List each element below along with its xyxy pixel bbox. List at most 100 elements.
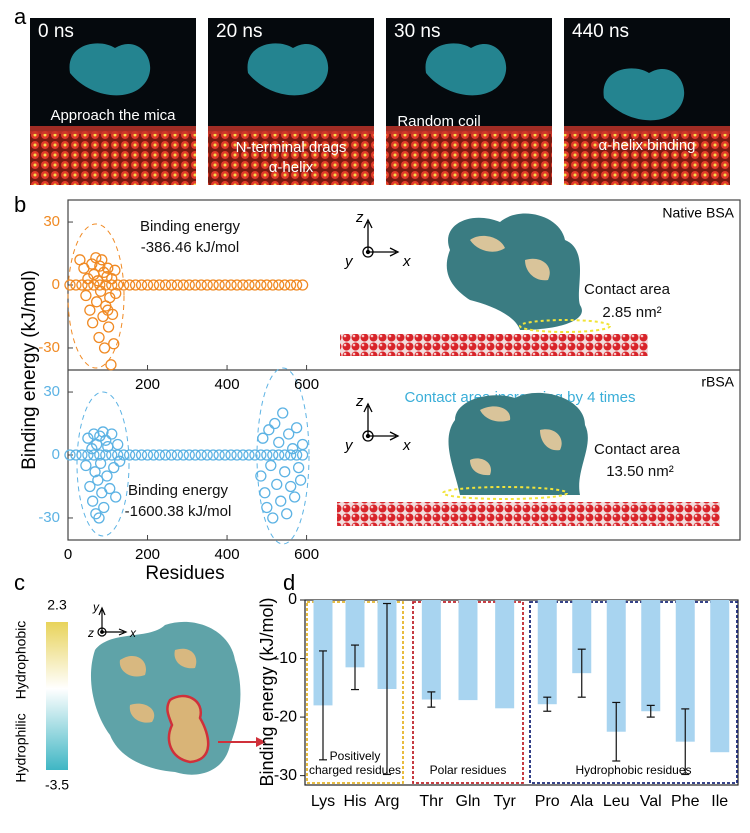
data-point — [94, 457, 107, 470]
y-tick-label: -30 — [38, 339, 60, 356]
data-point — [249, 449, 261, 461]
data-point — [147, 279, 160, 291]
data-point — [269, 417, 281, 430]
colorbar — [46, 622, 68, 770]
axis-glyph-label: y — [344, 253, 354, 270]
data-point — [171, 449, 183, 461]
data-point — [275, 495, 287, 507]
panel-label: a — [14, 4, 27, 29]
data-point — [93, 512, 105, 524]
mica-top — [30, 126, 196, 134]
bar — [606, 600, 626, 732]
data-point — [112, 449, 124, 461]
colorbar-label: 2.3 — [47, 597, 67, 613]
data-point — [283, 428, 295, 440]
data-point — [100, 449, 112, 461]
annotation: Binding energy — [128, 482, 229, 499]
data-point — [84, 304, 96, 316]
highlight-ellipse — [76, 391, 130, 537]
protein-structure — [337, 213, 720, 526]
data-point — [183, 279, 195, 291]
data-point — [189, 279, 201, 291]
frame-caption: Random coil — [397, 113, 480, 130]
data-point — [88, 279, 100, 291]
data-point — [289, 491, 301, 503]
x-tick-label: His — [343, 793, 366, 810]
annotation: 2.85 nm² — [602, 304, 661, 321]
data-point — [112, 279, 124, 291]
data-point — [261, 501, 273, 514]
data-point — [141, 279, 154, 291]
data-point — [104, 482, 116, 495]
x-axis-label: Residues — [145, 563, 224, 584]
data-point — [171, 279, 183, 291]
data-point — [265, 459, 277, 472]
x-tick-label: 200 — [135, 546, 160, 563]
md-frames: 0 ns Approach the mica 20 ns N-terminal dra… — [30, 18, 730, 185]
bar — [458, 600, 478, 701]
mica-surface — [564, 131, 730, 185]
data-point — [87, 317, 99, 329]
data-point — [108, 461, 120, 474]
bar — [421, 600, 441, 700]
data-point — [76, 449, 88, 461]
data-point — [207, 449, 219, 461]
data-point — [94, 449, 106, 461]
data-point — [213, 449, 225, 461]
data-point — [285, 449, 297, 461]
data-point — [153, 449, 166, 461]
data-point — [114, 455, 126, 467]
x-tick-label: 200 — [135, 376, 160, 393]
data-point — [279, 449, 291, 461]
frame-time: 30 ns — [394, 21, 440, 42]
data-point — [201, 279, 213, 291]
x-tick-label: Phe — [671, 793, 700, 810]
y-tick-label: -30 — [274, 767, 297, 784]
data-point — [261, 449, 273, 461]
data-point — [104, 291, 116, 304]
data-point — [102, 304, 114, 316]
data-point — [76, 279, 88, 291]
group-box — [529, 601, 738, 784]
x-tick-label: Pro — [535, 793, 560, 810]
x-tick-label: Ile — [711, 793, 728, 810]
data-point — [147, 449, 160, 461]
axis-glyph-label: z — [355, 393, 364, 410]
data-point — [255, 279, 267, 291]
y-axis-label: Binding energy (kJ/mol) — [19, 270, 40, 470]
data-point — [263, 424, 275, 436]
colorbar-caption: Hydrophobic — [13, 621, 29, 700]
data-point — [90, 296, 103, 308]
protein — [69, 43, 151, 96]
data-point — [243, 449, 255, 461]
data-point — [231, 449, 243, 461]
axis-glyph — [362, 218, 400, 442]
data-point — [109, 264, 121, 276]
data-point — [287, 443, 299, 455]
data-point — [159, 449, 172, 461]
data-point — [267, 279, 279, 291]
data-point — [296, 279, 309, 291]
x-tick-label: Ala — [570, 793, 593, 810]
data-point — [64, 279, 76, 291]
data-point — [82, 449, 94, 461]
data-point — [237, 449, 249, 461]
bar — [495, 600, 515, 709]
y-tick-label: 30 — [43, 383, 60, 400]
x-tick-label: Leu — [603, 793, 630, 810]
axis-glyph-label: y — [92, 600, 100, 614]
data-point — [112, 438, 124, 451]
data-point — [261, 279, 273, 291]
data-point — [80, 459, 92, 472]
frame-time: 440 ns — [572, 21, 629, 42]
data-point — [290, 449, 303, 461]
data-point — [195, 449, 207, 461]
data-point — [277, 407, 289, 419]
y-tick-label: -10 — [274, 650, 297, 667]
panel-label: c — [14, 570, 25, 595]
data-point — [294, 474, 307, 486]
annotation: -386.46 kJ/mol — [141, 239, 239, 256]
data-point — [273, 436, 285, 449]
annotation: -1600.38 kJ/mol — [125, 503, 232, 520]
